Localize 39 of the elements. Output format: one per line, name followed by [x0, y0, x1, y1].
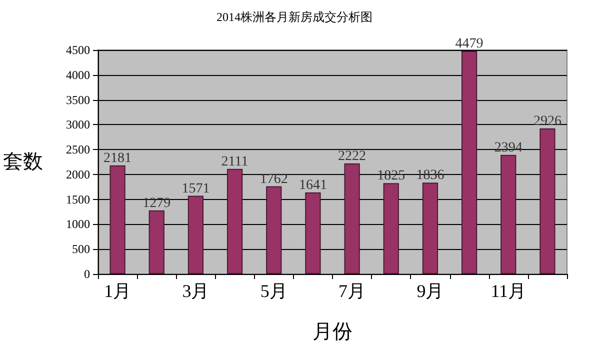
bar [461, 51, 478, 274]
bar [540, 128, 556, 274]
y-tick-label: 1000 [66, 217, 90, 232]
bar [344, 163, 360, 274]
y-tick-label: 4500 [66, 43, 90, 57]
bar [500, 154, 516, 274]
x-tick-label: 1月 [104, 281, 132, 301]
x-tick-label: 11月 [490, 281, 526, 301]
y-tick-label: 3000 [66, 118, 90, 132]
y-axis-title: 套数 [3, 151, 43, 173]
y-tick-label: 3500 [66, 92, 90, 107]
data-label: 1762 [260, 172, 288, 187]
bar [110, 165, 126, 274]
x-tick-label: 9月 [416, 281, 444, 301]
bar [226, 168, 243, 274]
bar [305, 192, 321, 274]
data-label: 1641 [298, 178, 327, 193]
x-tick-label: 7月 [338, 281, 366, 301]
x-tick-label: 3月 [182, 281, 210, 301]
y-tick-label: 2000 [66, 167, 90, 182]
x-tick-label: 5月 [260, 281, 288, 301]
data-label: 2222 [338, 148, 366, 164]
data-label: 1279 [142, 196, 171, 211]
data-label: 2111 [221, 154, 248, 170]
bar [422, 182, 438, 274]
y-tick-label: 4000 [66, 68, 90, 82]
x-axis-title: 月份 [312, 321, 352, 343]
bar [148, 210, 164, 274]
y-tick-label: 1500 [66, 192, 90, 206]
data-label: 1571 [182, 181, 210, 196]
y-tick-label: 0 [84, 267, 90, 281]
y-tick-label: 500 [72, 242, 90, 256]
bar [383, 183, 399, 274]
chart-title: 2014株洲各月新房成交分析图 [216, 10, 372, 24]
bar [188, 196, 204, 274]
y-tick-label: 2500 [66, 142, 90, 157]
bar [266, 186, 282, 274]
data-label: 4479 [455, 36, 484, 52]
data-label: 2181 [104, 150, 132, 166]
